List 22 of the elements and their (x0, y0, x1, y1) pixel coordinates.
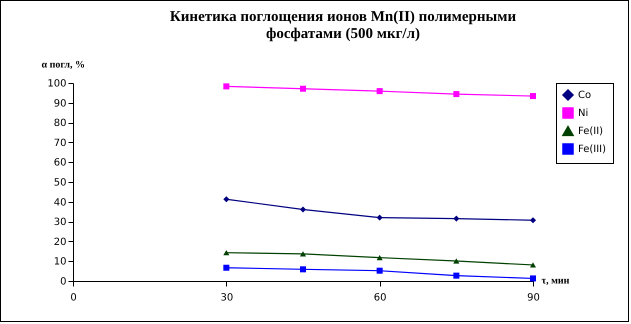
y-tick-label: 10 (54, 256, 66, 268)
x-tick-label: 30 (220, 292, 234, 304)
x-tick-label: 0 (70, 292, 77, 304)
y-tick-label: 100 (47, 78, 66, 90)
y-axis-title: α погл, % (42, 60, 85, 70)
y-tick-label: 30 (54, 217, 66, 228)
y-tick-label: 50 (54, 178, 66, 188)
y-tick-label: 40 (54, 197, 66, 208)
y-tick-label: 60 (54, 158, 66, 169)
legend-label: Fe(III) (578, 144, 606, 155)
y-tick-label: 90 (54, 98, 66, 110)
chart-title: Кинетика поглощения ионов Mn(II) полимерными фосфатами (500 мкг/л) (170, 9, 516, 42)
y-tick-label: 80 (54, 118, 66, 130)
y-tick-label: 70 (54, 138, 66, 149)
x-axis-title: τ, мин (542, 276, 570, 286)
x-tick-label: 90 (527, 292, 540, 304)
y-tick-label: 20 (54, 236, 66, 248)
legend-label: Ni (578, 108, 588, 119)
legend-label: Co (578, 90, 592, 101)
x-tick-label: 60 (374, 292, 387, 304)
legend-label: Fe(II) (578, 126, 604, 137)
y-tick-label: 0 (60, 276, 66, 288)
